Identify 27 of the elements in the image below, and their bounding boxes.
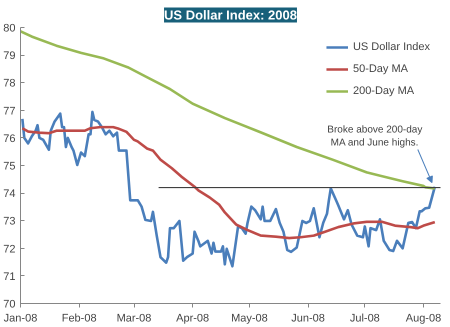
x-tick-label: May-08 [231,312,268,324]
line-series [21,110,436,268]
legend-label: US Dollar Index [352,41,430,53]
y-tick-label: 72 [3,243,16,256]
x-tick-label: Aug-08 [406,312,442,324]
y-tick-label: 76 [3,132,16,145]
y-tick-label: 70 [3,298,16,310]
x-tick-label: Jan-08 [4,312,38,324]
x-tick-label: Jun-08 [291,312,325,324]
legend-label: 50-Day MA [352,63,408,75]
x-tick-label: Jul-08 [350,312,380,324]
x-tick-label: Feb-08 [62,312,97,324]
x-tick-label: Apr-08 [176,312,210,324]
y-tick-label: 74 [3,188,16,200]
chart-title: US Dollar Index: 2008 [164,8,297,22]
legend-label: 200-Day MA [352,85,414,97]
x-tick-label: Mar-08 [116,312,152,324]
line-series [20,30,436,190]
y-tick-label: 71 [3,270,16,283]
y-tick-label: 79 [3,50,16,62]
annotation: Broke above 200-day MA and June highs. [327,124,422,149]
y-tick-label: 77 [3,105,16,118]
y-tick-label: 73 [3,216,16,228]
y-tick-label: 75 [3,160,16,172]
line-series [21,126,436,240]
y-tick-label: 78 [3,78,16,90]
y-tick-label: 80 [3,22,16,34]
